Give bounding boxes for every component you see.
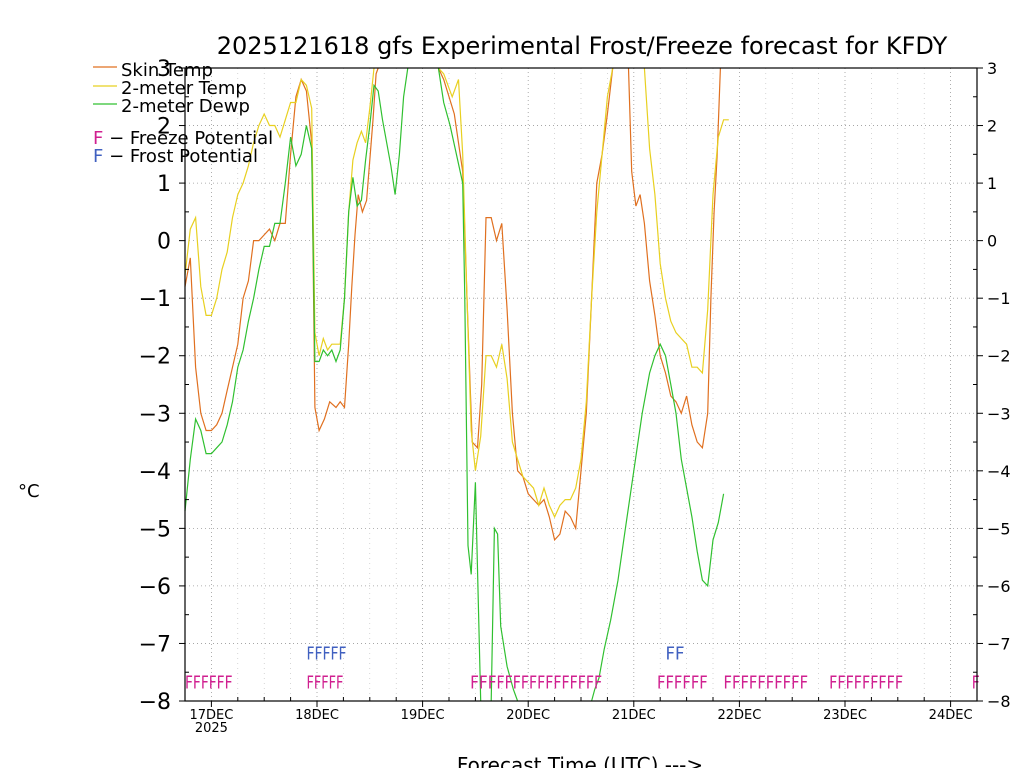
- freeze-marker: FFFFFF: [657, 672, 708, 693]
- y-axis-label: °C: [18, 481, 40, 502]
- y-tick-label-left: −8: [139, 690, 171, 715]
- y-tick-label-right: 0: [987, 232, 997, 251]
- y-tick-label-left: 3: [157, 57, 171, 82]
- legend-frost-text: − Frost Potential: [103, 146, 258, 167]
- x-tick-label: 20DEC: [506, 708, 550, 723]
- y-tick-label-right: −5: [987, 519, 1011, 538]
- x-axis-label: Forecast Time (UTC) --->: [457, 753, 703, 768]
- freeze-marker: FFFFF: [306, 672, 343, 693]
- y-tick-label-right: −3: [987, 404, 1011, 423]
- y-tick-label-left: −5: [139, 517, 171, 542]
- chart-title: 2025121618 gfs Experimental Frost/Freeze…: [217, 32, 948, 60]
- freeze-marker: FFFFFFFFFF: [724, 672, 808, 693]
- legend-label-skin-temp: Skin Temp: [121, 60, 213, 81]
- y-tick-label-left: 2: [157, 115, 171, 140]
- frost-marker: FFFFF: [306, 644, 346, 665]
- x-tick-label: 21DEC: [612, 708, 656, 723]
- y-tick-label-right: −4: [987, 462, 1011, 481]
- legend-frost-letter: F: [93, 146, 103, 167]
- grid: [185, 68, 977, 701]
- series-line-skin-temp: [184, 67, 379, 433]
- series-line-2-meter-dewp: [437, 67, 482, 702]
- y-tick-label-left: 1: [157, 172, 171, 197]
- freeze-marker: FFFFFF: [185, 672, 233, 693]
- y-tick-label-left: −2: [139, 345, 171, 370]
- x-tick-label: 19DEC: [401, 708, 445, 723]
- y-tick-label-right: 2: [987, 117, 997, 136]
- legend: Skin Temp 2-meter Temp 2-meter Dewp F − …: [93, 60, 273, 167]
- legend-freeze-letter: F: [93, 128, 103, 149]
- x-tick-label: 22DEC: [717, 708, 761, 723]
- frost-marker: FF: [665, 644, 684, 665]
- x-tick-label: 23DEC: [823, 708, 867, 723]
- legend-freeze-potential: F − Freeze Potential: [93, 128, 273, 149]
- legend-label-2m-dewp: 2-meter Dewp: [121, 96, 250, 117]
- series-line-2-meter-dewp: [184, 67, 409, 512]
- axes: 3 3 2 2 1 1 0 0 −1 −1 −2 −2 −3 −3 −4 −4 −5 −5 −6 −6 −7 −7 −8 −8…: [139, 57, 1011, 736]
- legend-label-2m-temp: 2-meter Temp: [121, 78, 247, 99]
- y-tick-label-right: 1: [987, 174, 997, 193]
- y-tick-label-right: −7: [987, 634, 1011, 653]
- y-tick-label-right: −8: [987, 692, 1011, 711]
- freeze-marker: F: [972, 672, 980, 693]
- potential-markers: FFFFFF FFFFF FFF FFFFFFFFFFFFF FFFFFF FFFFFFF…: [185, 644, 980, 694]
- y-tick-label-left: −7: [139, 632, 171, 657]
- legend-frost-potential: F − Frost Potential: [93, 146, 258, 167]
- x-tick-label: 18DEC: [295, 708, 339, 723]
- y-tick-label-left: −4: [139, 460, 171, 485]
- y-tick-label-left: −3: [139, 402, 171, 427]
- y-tick-label-right: −2: [987, 347, 1011, 366]
- x-tick-label: 24DEC: [929, 708, 973, 723]
- freeze-marker: FFF: [470, 672, 496, 693]
- series-line-2-meter-dewp: [591, 342, 725, 702]
- y-tick-label-left: −1: [139, 287, 171, 312]
- y-tick-label-right: −6: [987, 577, 1011, 596]
- freeze-marker: FFFFFFFFFFFFF: [497, 672, 603, 693]
- x-tick-label: 17DEC: [189, 708, 233, 723]
- series-line-2-meter-temp: [437, 67, 614, 519]
- x-tick-sublabel: 2025: [195, 721, 228, 736]
- y-tick-label-right: 3: [987, 59, 997, 78]
- y-tick-label-left: 0: [157, 230, 171, 255]
- y-tick-label-left: −6: [139, 575, 171, 600]
- freeze-marker: FFFFFFFFF: [829, 672, 903, 693]
- legend-freeze-text: − Freeze Potential: [103, 128, 273, 149]
- series-lines: [184, 67, 729, 702]
- y-tick-label-right: −1: [987, 289, 1011, 308]
